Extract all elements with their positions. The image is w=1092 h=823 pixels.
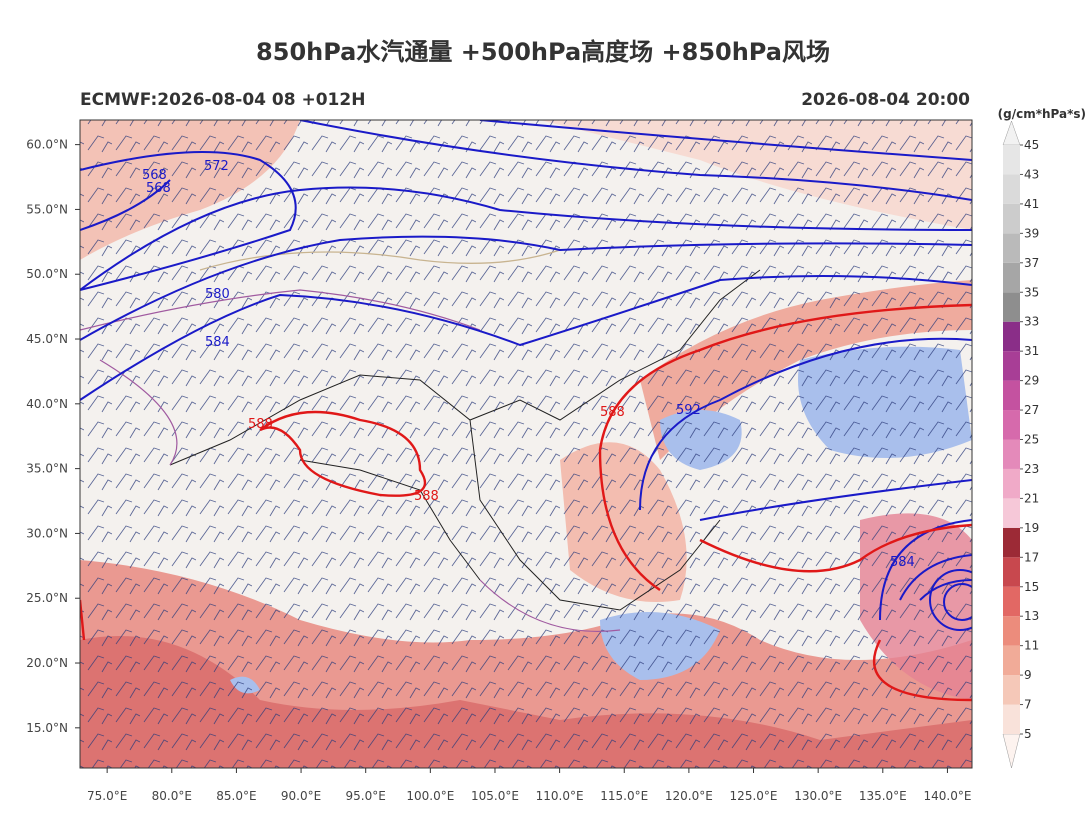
colorbar-label: 33	[1024, 315, 1039, 329]
colorbar-label: 23	[1024, 462, 1039, 476]
colorbar-label: 5	[1024, 727, 1032, 741]
contour-label: 588	[600, 405, 625, 420]
y-tick-label: 35.0°N	[26, 462, 68, 476]
colorbar-label: 25	[1024, 433, 1039, 447]
colorbar-segment	[1003, 321, 1020, 352]
y-tick-label: 55.0°N	[26, 202, 68, 216]
colorbar-segment	[1003, 380, 1020, 411]
colorbar-segment	[1003, 557, 1020, 587]
colorbar-label: 39	[1024, 226, 1039, 240]
colorbar-label: 37	[1024, 256, 1039, 270]
x-tick-label: 120.0°E	[665, 789, 713, 803]
colorbar-label: 19	[1024, 521, 1039, 535]
valid-time: 2026-08-04 20:00	[801, 90, 970, 110]
colorbar-segment	[1003, 527, 1020, 558]
x-tick-label: 135.0°E	[859, 789, 907, 803]
y-tick-label: 20.0°N	[26, 656, 68, 670]
x-tick-label: 95.0°E	[346, 789, 386, 803]
model-run: ECMWF:2026-08-04 08 +012H	[80, 90, 365, 110]
contour-label: 592	[676, 403, 701, 418]
map	[80, 120, 972, 768]
colorbar-label: 29	[1024, 374, 1039, 388]
colorbar-label: 9	[1024, 668, 1032, 682]
contour-label: 568	[146, 181, 171, 196]
colorbar-segment	[1003, 675, 1020, 705]
colorbar: 5 7 9 11 13 15 17 19 21 23 25 27 29 31 33 35 37 39 41 43 45	[1002, 120, 1039, 769]
colorbar-segment	[1003, 262, 1020, 293]
colorbar-label: 7	[1024, 698, 1032, 712]
colorbar-segment	[1003, 586, 1020, 617]
x-tick-label: 75.0°E	[87, 789, 127, 803]
y-tick-label: 45.0°N	[26, 332, 68, 346]
colorbar-over	[1002, 120, 1021, 146]
colorbar-segment	[1003, 351, 1020, 381]
colorbar-segment	[1003, 410, 1020, 440]
colorbar-unit: (g/cm*hPa*s)	[998, 107, 1086, 121]
contour-label: 572	[204, 159, 229, 174]
axes: 75.0°E 80.0°E 85.0°E 90.0°E 95.0°E 100.0°E 105…	[26, 138, 971, 803]
colorbar-segment	[1003, 174, 1020, 204]
colorbar-label: 35	[1024, 285, 1039, 299]
colorbar-segment	[1003, 439, 1020, 469]
colorbar-segment	[1003, 145, 1020, 175]
x-tick-label: 110.0°E	[536, 789, 584, 803]
x-tick-label: 90.0°E	[281, 789, 321, 803]
y-tick-label: 15.0°N	[26, 721, 68, 735]
colorbar-under	[1002, 733, 1021, 769]
colorbar-segment	[1003, 645, 1020, 676]
colorbar-label: 21	[1024, 491, 1039, 505]
colorbar-label: 15	[1024, 580, 1039, 594]
colorbar-label: 43	[1024, 167, 1039, 181]
x-tick-label: 130.0°E	[794, 789, 842, 803]
colorbar-label: 11	[1024, 639, 1039, 653]
y-tick-label: 60.0°N	[26, 138, 68, 152]
y-tick-label: 25.0°N	[26, 591, 68, 605]
x-tick-label: 80.0°E	[152, 789, 192, 803]
colorbar-label: 41	[1024, 197, 1039, 211]
y-tick-label: 40.0°N	[26, 397, 68, 411]
colorbar-segment	[1003, 292, 1020, 322]
colorbar-label: 45	[1024, 138, 1039, 152]
x-tick-label: 100.0°E	[406, 789, 454, 803]
x-tick-label: 140.0°E	[923, 789, 971, 803]
contour-label: 588	[414, 489, 439, 504]
colorbar-segment	[1003, 203, 1020, 234]
contour-label: 584	[890, 555, 915, 570]
x-tick-label: 115.0°E	[600, 789, 648, 803]
x-tick-label: 85.0°E	[216, 789, 256, 803]
colorbar-label: 31	[1024, 344, 1039, 358]
contour-label: 584	[205, 335, 230, 350]
colorbar-label: 17	[1024, 550, 1039, 564]
colorbar-segment	[1003, 704, 1020, 734]
colorbar-label: 27	[1024, 403, 1039, 417]
colorbar-segment	[1003, 468, 1020, 499]
colorbar-segment	[1003, 233, 1020, 263]
colorbar-segment	[1003, 616, 1020, 646]
y-tick-label: 30.0°N	[26, 526, 68, 540]
y-tick-label: 50.0°N	[26, 267, 68, 281]
title: 850hPa水汽通量 +500hPa高度场 +850hPa风场	[256, 38, 830, 66]
colorbar-label: 13	[1024, 609, 1039, 623]
x-tick-label: 125.0°E	[730, 789, 778, 803]
contour-label: 568	[142, 168, 167, 183]
colorbar-segment	[1003, 498, 1020, 528]
contour-label: 580	[205, 287, 230, 302]
contour-label: 588	[248, 417, 273, 432]
map-frame	[79, 119, 973, 769]
x-tick-label: 105.0°E	[471, 789, 519, 803]
